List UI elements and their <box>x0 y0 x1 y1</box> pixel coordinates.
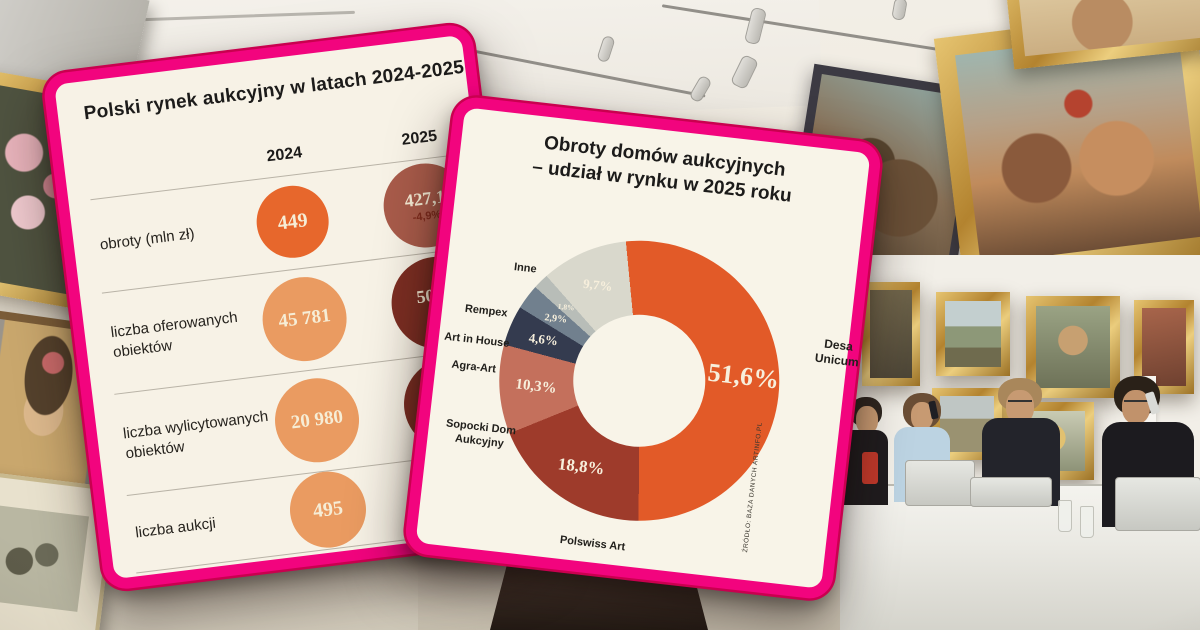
framed-painting <box>936 292 1010 376</box>
framed-painting <box>862 282 920 386</box>
value-text: 449 <box>276 208 309 235</box>
market-share-card-content: Obroty domów aukcyjnych – udział w rynku… <box>416 107 871 588</box>
eyeglasses <box>1008 400 1032 402</box>
painting-canvas <box>870 290 912 378</box>
row-label: liczba wylicytowanych obiektów <box>122 407 270 462</box>
segment-label: Art in House <box>443 330 510 350</box>
person-face <box>856 406 878 434</box>
eyeglasses <box>1124 400 1148 402</box>
segment-value: 4,6% <box>527 330 559 349</box>
row-label: obroty (mln zł) <box>99 225 196 254</box>
laptop <box>1115 477 1200 531</box>
value-bubble-2024: 45 781 <box>257 272 352 366</box>
segment-value: 9,7% <box>582 275 614 295</box>
painting-canvas <box>945 301 1001 367</box>
market-share-card: Obroty domów aukcyjnych – udział w rynku… <box>403 95 883 601</box>
value-text: 495 <box>311 496 345 522</box>
framed-painting <box>1026 296 1120 398</box>
segment-label: Inne <box>513 261 538 276</box>
painting-canvas <box>1142 308 1186 386</box>
value-text: 45 781 <box>277 304 332 333</box>
laptop <box>970 477 1052 507</box>
segment-value: 2,9% <box>543 312 568 326</box>
water-glass <box>1058 500 1072 532</box>
value-bubble-2024: 495 <box>285 467 371 552</box>
person-face <box>911 402 933 430</box>
segment-label: Desa Unicum <box>814 336 860 370</box>
value-text: 20 980 <box>289 406 345 434</box>
row-label: liczba oferowanych obiektów <box>109 308 239 361</box>
water-glass <box>1080 506 1094 538</box>
red-cup <box>862 452 878 484</box>
segment-label: Agra-Art <box>450 358 497 376</box>
donut-hole <box>566 307 713 454</box>
value-bubble-2024: 20 980 <box>270 373 364 468</box>
painting-canvas <box>1036 306 1110 388</box>
segment-label: Rempex <box>464 302 509 320</box>
segment-label: Polswiss Art <box>559 533 626 554</box>
column-header-2024: 2024 <box>265 144 304 166</box>
change-badge: -4,9% <box>411 208 442 225</box>
row-label: liczba aukcji <box>134 514 217 542</box>
segment-value: 1,8% <box>557 301 576 313</box>
column-header-2025: 2025 <box>400 127 439 149</box>
value-bubble-2024: 449 <box>252 181 333 262</box>
table-title: Polski rynek aukcyjny w latach 2024-2025 <box>82 56 466 125</box>
